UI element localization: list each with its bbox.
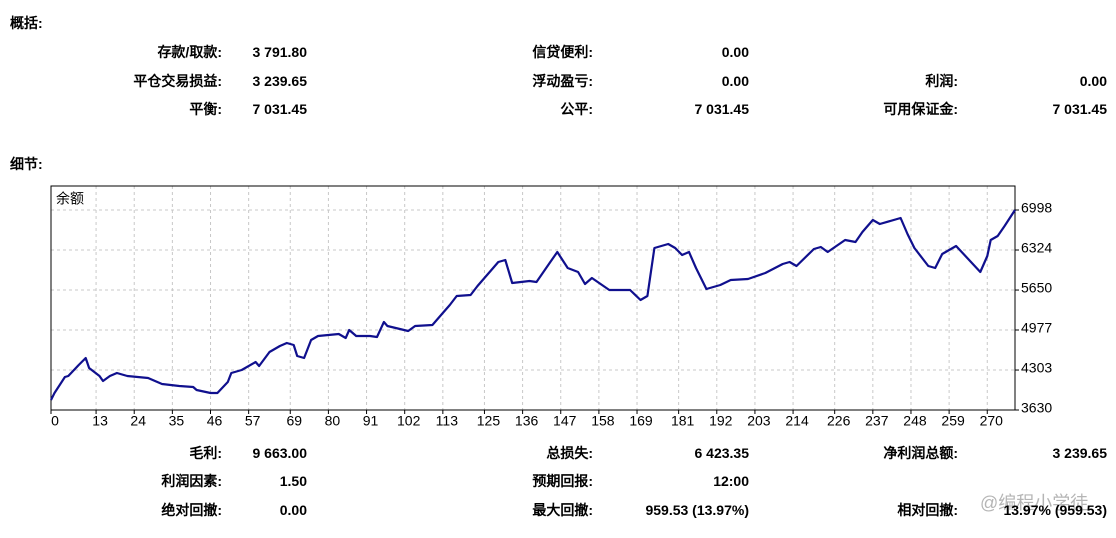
x-tick-label: 35 <box>169 413 185 429</box>
field-value: 0.00 <box>721 44 749 60</box>
field-value: 13.97% (959.53) <box>1003 502 1107 518</box>
field-value: 3 239.65 <box>1052 445 1108 461</box>
x-tick-label: 147 <box>553 413 577 429</box>
field-value: 6 423.35 <box>694 445 750 461</box>
x-tick-label: 113 <box>436 413 459 429</box>
field-label: 预期回报: <box>532 473 593 489</box>
field-value: 9 663.00 <box>252 445 308 461</box>
series-label: 余额 <box>56 191 84 207</box>
field-value: 0.00 <box>721 73 749 89</box>
field-label: 浮动盈亏: <box>532 73 593 89</box>
x-tick-label: 237 <box>865 413 889 429</box>
watermark: @编程小学徒 <box>980 493 1089 513</box>
balance-line <box>50 209 1016 401</box>
x-tick-label: 80 <box>325 413 341 429</box>
x-tick-label: 69 <box>286 413 302 429</box>
plot-frame <box>50 185 1016 411</box>
y-tick-label: 4977 <box>1021 320 1052 336</box>
field-label: 可用保证金: <box>883 101 958 117</box>
field-label: 利润: <box>925 73 958 89</box>
field-value: 0.00 <box>1079 73 1107 89</box>
summary-title: 概括: <box>10 15 43 31</box>
field-label: 最大回撤: <box>532 502 593 518</box>
x-tick-label: 203 <box>747 413 771 429</box>
field-label: 平仓交易损益: <box>133 73 222 89</box>
x-tick-label: 102 <box>397 413 421 429</box>
field-label: 平衡: <box>189 101 222 117</box>
y-tick-label: 6324 <box>1021 240 1052 256</box>
details-title: 细节: <box>10 156 43 172</box>
field-value: 3 239.65 <box>252 73 308 89</box>
y-tick-label: 3630 <box>1021 400 1052 416</box>
field-label: 绝对回撤: <box>161 502 222 518</box>
x-tick-label: 192 <box>709 413 733 429</box>
x-tick-label: 158 <box>591 413 615 429</box>
x-tick-label: 13 <box>92 413 108 429</box>
field-label: 信贷便利: <box>532 44 593 60</box>
x-tick-label: 0 <box>51 413 59 429</box>
x-tick-label: 24 <box>130 413 146 429</box>
x-tick-label: 169 <box>629 413 653 429</box>
field-value: 959.53 (13.97%) <box>645 502 749 518</box>
y-tick-label: 6998 <box>1021 200 1052 216</box>
field-value: 7 031.45 <box>1052 101 1108 117</box>
field-value: 7 031.45 <box>252 101 308 117</box>
x-tick-label: 270 <box>980 413 1004 429</box>
field-label: 净利润总额: <box>883 445 958 461</box>
field-value: 1.50 <box>279 473 307 489</box>
y-tick-label: 4303 <box>1021 360 1052 376</box>
x-tick-label: 125 <box>477 413 501 429</box>
x-tick-label: 214 <box>785 413 809 429</box>
field-value: 0.00 <box>279 502 307 518</box>
field-label: 利润因素: <box>161 473 222 489</box>
x-tick-label: 181 <box>671 413 695 429</box>
field-label: 公平: <box>560 101 593 117</box>
x-tick-label: 136 <box>515 413 539 429</box>
field-value: 12:00 <box>713 473 749 489</box>
y-tick-label: 5650 <box>1021 280 1052 296</box>
field-label: 存款/取款: <box>157 44 222 60</box>
field-label: 相对回撤: <box>897 502 958 518</box>
field-label: 毛利: <box>189 445 222 461</box>
x-tick-label: 46 <box>207 413 223 429</box>
field-label: 总损失: <box>546 445 593 461</box>
x-tick-label: 248 <box>903 413 927 429</box>
field-value: 3 791.80 <box>252 44 308 60</box>
x-tick-label: 57 <box>245 413 261 429</box>
x-tick-label: 226 <box>827 413 851 429</box>
x-tick-label: 91 <box>363 413 379 429</box>
field-value: 7 031.45 <box>694 101 750 117</box>
x-tick-label: 259 <box>941 413 965 429</box>
